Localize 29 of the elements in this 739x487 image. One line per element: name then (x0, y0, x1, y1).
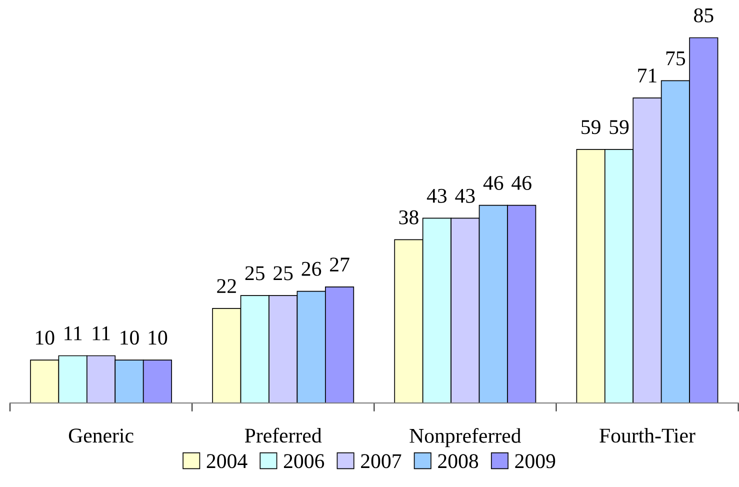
data-label: 10 (36, 330, 54, 345)
data-label: 38 (399, 210, 418, 224)
data-label: 25 (274, 266, 293, 280)
data-label: 25 (245, 266, 264, 280)
data-label: 11 (92, 326, 110, 340)
x-tick-label: Nonpreferred (410, 428, 522, 448)
x-tick-label: Fourth-Tier (600, 428, 696, 443)
data-label: 85 (694, 8, 714, 22)
legend-label: 2008 (438, 454, 478, 468)
data-label: 75 (666, 52, 686, 66)
legend-label: 2007 (361, 454, 402, 468)
data-label: 43 (455, 188, 475, 203)
data-label: 22 (217, 279, 236, 293)
legend-label: 2004 (206, 454, 248, 468)
data-label: 27 (330, 258, 350, 272)
legend-label: 2006 (284, 454, 324, 468)
data-label: 10 (120, 330, 139, 345)
data-label: 46 (483, 176, 504, 190)
data-label: 46 (512, 176, 532, 190)
data-label: 26 (302, 262, 322, 276)
data-label: 59 (610, 120, 629, 134)
data-label: 10 (148, 330, 168, 345)
x-tick-label: Generic (68, 428, 134, 443)
legend-label: 2009 (515, 454, 556, 468)
data-label: 71 (638, 68, 656, 82)
data-label: 59 (582, 120, 600, 134)
x-tick-label: Preferred (244, 428, 322, 443)
data-label: 43 (426, 188, 447, 203)
data-label: 11 (64, 326, 82, 340)
